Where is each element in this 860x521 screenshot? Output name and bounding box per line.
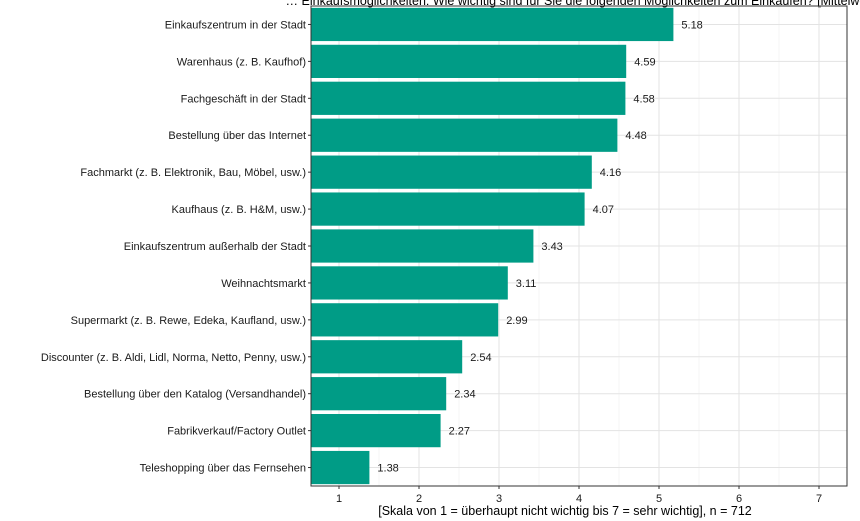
value-label: 4.16 [600, 167, 621, 179]
x-tick-label: 4 [576, 493, 582, 505]
category-label: Einkaufszentrum in der Stadt [165, 19, 306, 31]
value-label: 2.34 [454, 389, 475, 401]
x-tick-label: 5 [656, 493, 662, 505]
bar [311, 229, 534, 263]
category-label: Teleshopping über das Fernsehen [140, 463, 306, 475]
bar [311, 340, 463, 374]
bar [311, 377, 447, 411]
bar [311, 414, 441, 448]
x-tick-label: 1 [336, 493, 342, 505]
bar-layer [311, 7, 674, 485]
chart-title: … Einkaufsmöglichkeiten: Wie wichtig sin… [286, 0, 860, 8]
x-tick-label: 3 [496, 493, 502, 505]
bar [311, 118, 618, 152]
bar [311, 7, 674, 42]
bar [311, 192, 585, 226]
label-layer: 5.18 Einkaufszentrum in der Stadt 4.59 Ware… [41, 19, 703, 474]
category-label: Einkaufszentrum außerhalb der Stadt [124, 241, 306, 253]
axis-layer: 1 2 3 4 5 6 7 [308, 5, 848, 505]
category-label: Fachmarkt (z. B. Elektronik, Bau, Möbel,… [80, 167, 306, 179]
value-label: 4.48 [625, 130, 646, 142]
x-tick-label: 6 [736, 493, 742, 505]
bar [311, 81, 626, 115]
value-label: 4.59 [634, 56, 655, 68]
value-label: 4.58 [633, 93, 654, 105]
category-label: Fachgeschäft in der Stadt [181, 93, 306, 105]
category-label: Warenhaus (z. B. Kaufhof) [177, 56, 306, 68]
value-label: 1.38 [377, 463, 398, 475]
category-label: Weihnachtsmarkt [221, 278, 306, 290]
bar [311, 155, 592, 189]
bar [311, 450, 370, 485]
value-label: 3.11 [516, 278, 537, 290]
value-label: 2.54 [470, 352, 491, 364]
category-label: Supermarkt (z. B. Rewe, Edeka, Kaufland,… [71, 315, 306, 327]
category-label: Discounter (z. B. Aldi, Lidl, Norma, Net… [41, 352, 306, 364]
x-axis-title: [Skala von 1 = überhaupt nicht wichtig b… [378, 504, 752, 518]
category-label: Bestellung über den Katalog (Versandhand… [84, 389, 306, 401]
value-label: 2.27 [449, 426, 470, 438]
value-label: 3.43 [541, 241, 562, 253]
category-label: Fabrikverkauf/Factory Outlet [167, 426, 306, 438]
x-tick-label: 2 [416, 493, 422, 505]
value-label: 5.18 [681, 19, 702, 31]
bar [311, 266, 508, 300]
category-label: Bestellung über das Internet [168, 130, 306, 142]
bar [311, 44, 627, 78]
bar [311, 303, 499, 337]
x-tick-label: 7 [816, 493, 822, 505]
value-label: 4.07 [593, 204, 614, 216]
category-label: Kaufhaus (z. B. H&M, usw.) [172, 204, 307, 216]
value-label: 2.99 [506, 315, 527, 327]
